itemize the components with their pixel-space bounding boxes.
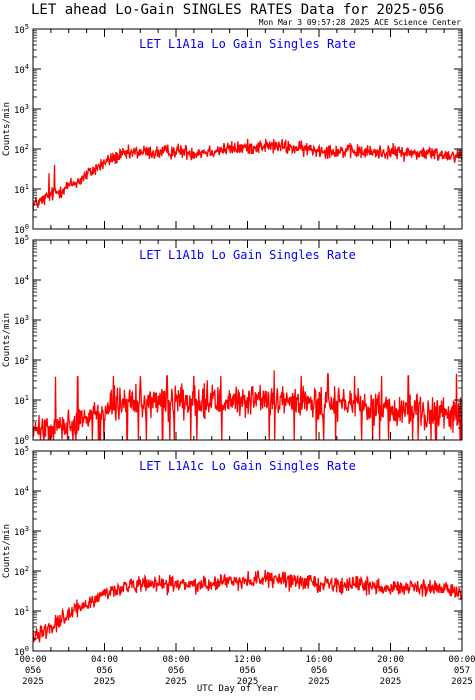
x-tick-label-time: 12:00 bbox=[234, 655, 261, 665]
panel-1: 100 101 102 103 104 105 LET L1A1a Lo Gain Sing… bbox=[2, 23, 463, 236]
chart-title: LET ahead Lo-Gain SINGLES RATES Data for… bbox=[30, 2, 444, 18]
x-tick-label-time: 16:00 bbox=[305, 655, 332, 665]
y-tick-label: 104 bbox=[14, 274, 29, 287]
y-tick-label: 101 bbox=[14, 394, 29, 407]
y-tick-label: 105 bbox=[14, 445, 29, 458]
y-tick-label: 104 bbox=[14, 63, 29, 76]
x-tick-label-time: 08:00 bbox=[162, 655, 189, 665]
panel-2: 100 101 102 103 104 105 LET L1A1b Lo Gain Sing… bbox=[2, 234, 463, 447]
y-tick-label: 104 bbox=[14, 485, 29, 498]
y-tick-label: 100 bbox=[14, 645, 29, 658]
panel-title: LET L1A1b Lo Gain Singles Rate bbox=[139, 248, 356, 262]
x-tick-label-day: 057 bbox=[454, 666, 470, 676]
y-tick-label: 100 bbox=[14, 434, 29, 447]
x-tick-label-year: 2025 bbox=[237, 677, 259, 687]
series-line-2 bbox=[33, 370, 462, 440]
x-axis-label: UTC Day of Year bbox=[196, 684, 279, 694]
y-axis-label: Counts/min bbox=[2, 524, 12, 578]
series-line-3 bbox=[33, 569, 462, 643]
y-tick-label: 105 bbox=[14, 234, 29, 247]
x-tick-label-day: 056 bbox=[382, 666, 398, 676]
x-tick-label-day: 056 bbox=[25, 666, 41, 676]
y-tick-label: 101 bbox=[14, 605, 29, 618]
panel-title: LET L1A1c Lo Gain Singles Rate bbox=[139, 459, 356, 473]
y-tick-label: 101 bbox=[14, 183, 29, 196]
x-tick-label-year: 2025 bbox=[451, 677, 473, 687]
y-tick-label: 102 bbox=[14, 565, 29, 578]
panel-title: LET L1A1a Lo Gain Singles Rate bbox=[139, 37, 356, 51]
y-tick-label: 102 bbox=[14, 143, 29, 156]
x-tick-label-year: 2025 bbox=[308, 677, 330, 687]
plot-frame bbox=[32, 28, 463, 230]
panel-3: 100 101 102 103 104 105 LET L1A1c Lo Gain Sing… bbox=[2, 445, 475, 687]
x-tick-label-day: 056 bbox=[311, 666, 327, 676]
y-tick-label: 105 bbox=[14, 23, 29, 36]
y-tick-label: 102 bbox=[14, 354, 29, 367]
generation-timestamp: Mon Mar 3 09:57:28 2025 ACE Science Cent… bbox=[258, 18, 461, 27]
y-tick-label: 103 bbox=[14, 103, 29, 116]
x-tick-label-day: 056 bbox=[239, 666, 255, 676]
y-tick-label: 100 bbox=[14, 223, 29, 236]
x-tick-label-day: 056 bbox=[168, 666, 184, 676]
x-tick-label-time: 00:00 bbox=[448, 655, 475, 665]
x-tick-label-time: 20:00 bbox=[377, 655, 404, 665]
plot-frame bbox=[32, 450, 463, 652]
y-tick-label: 103 bbox=[14, 525, 29, 538]
x-tick-label-time: 04:00 bbox=[91, 655, 118, 665]
y-axis-label: Counts/min bbox=[2, 313, 12, 367]
y-tick-label: 103 bbox=[14, 314, 29, 327]
x-tick-label-year: 2025 bbox=[22, 677, 44, 687]
series-line-1 bbox=[33, 138, 462, 212]
x-tick-label-time: 00:00 bbox=[19, 655, 46, 665]
x-tick-label-year: 2025 bbox=[94, 677, 116, 687]
y-axis-label: Counts/min bbox=[2, 102, 12, 156]
x-tick-label-day: 056 bbox=[96, 666, 112, 676]
x-tick-label-year: 2025 bbox=[165, 677, 187, 687]
x-tick-label-year: 2025 bbox=[380, 677, 402, 687]
